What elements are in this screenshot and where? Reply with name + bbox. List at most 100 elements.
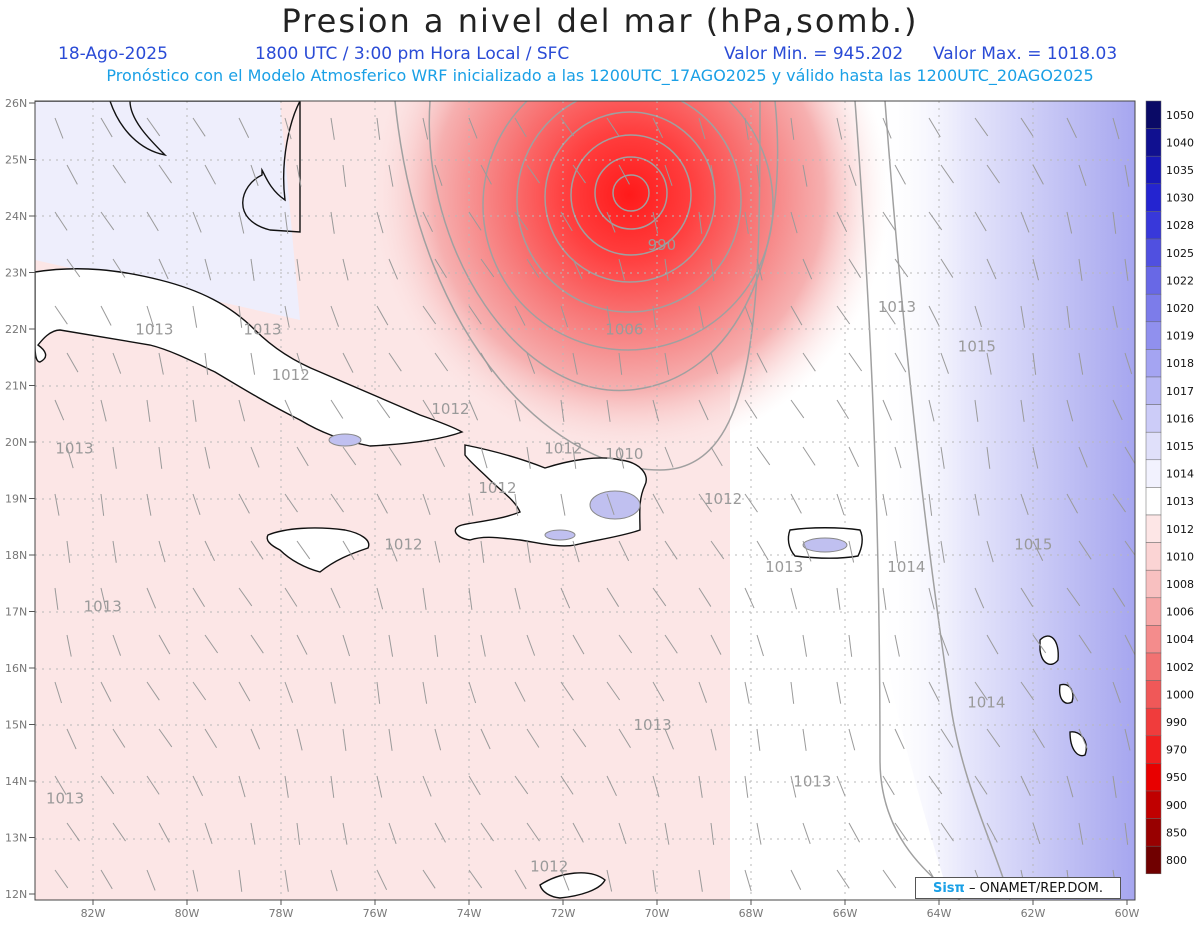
wind-barb xyxy=(986,634,999,655)
wind-barb xyxy=(560,493,566,516)
wind-barb xyxy=(158,540,166,563)
wind-barb xyxy=(986,728,1001,748)
contour-label: 1012 xyxy=(478,479,516,497)
wind-barb xyxy=(434,822,446,843)
contour-label: 1014 xyxy=(967,694,1005,712)
wind-barb xyxy=(204,164,216,185)
wind-barb xyxy=(802,258,813,280)
wind-barb xyxy=(1112,117,1120,140)
legend-label: 1020 xyxy=(1166,302,1194,315)
wind-barb xyxy=(66,728,77,750)
wind-barb xyxy=(744,211,749,234)
wind-barb xyxy=(986,258,997,280)
wind-barb xyxy=(710,540,725,560)
lon-label: 60W xyxy=(1115,907,1140,920)
wind-barb xyxy=(710,164,716,187)
wind-barb xyxy=(618,352,623,375)
wind-barb xyxy=(434,728,442,751)
wind-barb xyxy=(158,728,173,748)
lat-label: 19N xyxy=(5,493,27,506)
legend-swatch xyxy=(1145,790,1162,819)
wind-barb xyxy=(526,352,536,374)
contour-label: 1012 xyxy=(431,400,469,418)
lat-label: 18N xyxy=(5,549,27,562)
wind-barb xyxy=(698,493,712,513)
wind-barb xyxy=(940,540,945,563)
legend-swatch xyxy=(1145,238,1162,267)
sisp-logo: Sisπ xyxy=(932,881,965,896)
wind-barb xyxy=(836,587,841,610)
wind-barb xyxy=(698,117,706,140)
lon-label: 64W xyxy=(927,907,952,920)
wind-barb xyxy=(422,211,433,233)
wind-barb xyxy=(974,493,980,516)
wind-barb xyxy=(514,117,527,138)
legend-swatch xyxy=(1145,376,1162,405)
legend-swatch xyxy=(1145,818,1162,847)
wind-barb xyxy=(606,587,620,607)
wind-barb xyxy=(388,634,394,657)
wind-barb xyxy=(146,493,152,516)
wind-barb xyxy=(710,728,717,751)
wind-barb xyxy=(146,211,159,232)
wind-barb xyxy=(296,352,304,375)
wind-barb xyxy=(1032,634,1047,654)
wind-barb xyxy=(54,587,59,610)
wind-barb xyxy=(158,634,171,655)
wind-barb xyxy=(388,446,402,466)
wind-barb xyxy=(1066,493,1079,514)
wind-barb xyxy=(698,681,707,703)
wind-barb xyxy=(974,587,985,609)
wind-barb xyxy=(1078,446,1088,468)
wind-barb xyxy=(836,681,842,704)
wind-barb xyxy=(606,211,616,233)
wind-barb xyxy=(698,399,709,421)
lat-label: 21N xyxy=(5,380,27,393)
wind-barb xyxy=(894,164,906,185)
wind-barb xyxy=(618,164,630,185)
wind-barb xyxy=(894,446,902,469)
wind-barb xyxy=(664,634,678,654)
wind-barb xyxy=(434,446,446,468)
wind-barb xyxy=(652,869,657,892)
wind-barb xyxy=(710,634,722,655)
wind-barb xyxy=(146,681,160,701)
wind-barb xyxy=(204,258,212,281)
wind-barb xyxy=(204,822,213,844)
wind-barb xyxy=(112,540,117,563)
legend-label: 1008 xyxy=(1166,578,1194,591)
wind-barb xyxy=(330,681,336,704)
wind-barb xyxy=(388,352,402,372)
contour-label: 1006 xyxy=(605,321,643,339)
wind-barb xyxy=(434,164,443,187)
wind-barb xyxy=(250,352,256,375)
wind-barb xyxy=(756,540,769,561)
wind-barb xyxy=(192,117,206,137)
legend-swatch xyxy=(1145,183,1162,212)
legend-swatch xyxy=(1145,431,1162,461)
wind-barb xyxy=(710,822,715,845)
wind-barb xyxy=(940,634,950,656)
wind-barb xyxy=(284,587,298,607)
wind-barb xyxy=(1078,728,1088,750)
wind-barb xyxy=(882,399,892,421)
wind-barb xyxy=(146,775,160,795)
wind-barb xyxy=(468,117,478,139)
wind-barb xyxy=(1020,775,1031,797)
wind-barb xyxy=(204,728,218,748)
wind-barb xyxy=(330,117,335,140)
plot-frame xyxy=(34,100,1136,901)
wind-barb xyxy=(848,822,861,843)
wind-barb xyxy=(894,352,907,373)
wind-barb xyxy=(146,587,157,609)
wind-barb xyxy=(1124,822,1129,845)
wind-barb xyxy=(664,352,670,375)
wind-barb xyxy=(1032,822,1041,845)
wind-barb xyxy=(376,305,389,326)
wind-barb xyxy=(848,728,856,751)
wind-barb xyxy=(848,446,859,468)
wind-barb xyxy=(618,446,625,469)
wind-barb xyxy=(112,634,122,656)
wind-barb xyxy=(986,540,994,563)
